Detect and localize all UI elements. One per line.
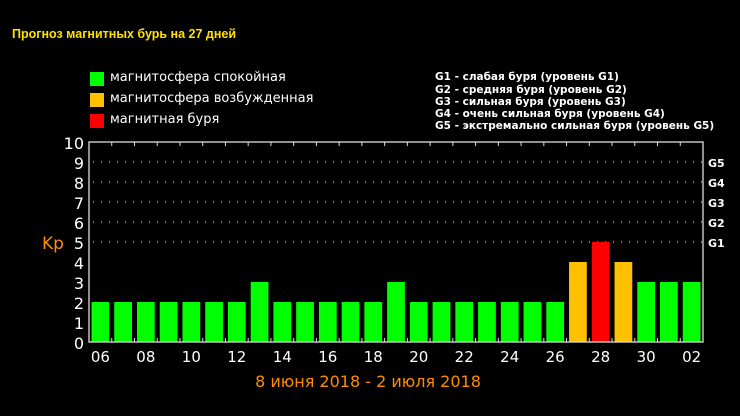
y-tick-label: 6 — [74, 214, 84, 233]
bar-09 — [159, 302, 178, 342]
bar-25 — [523, 302, 542, 342]
bar-13 — [250, 282, 269, 342]
bar-20 — [409, 302, 428, 342]
x-tick-label: 26 — [546, 348, 565, 366]
x-tick-label: 28 — [591, 348, 610, 366]
bar-22 — [455, 302, 474, 342]
bar-12 — [227, 302, 246, 342]
x-tick-label: 10 — [182, 348, 201, 366]
x-axis-label: 8 июня 2018 - 2 июля 2018 — [255, 372, 481, 391]
legend-label-quiet: магнитосфера спокойная — [110, 70, 286, 85]
g-level-label: G5 — [708, 157, 725, 170]
bar-06 — [91, 302, 110, 342]
storm-level-g3: G3 - сильная буря (уровень G3) — [435, 96, 626, 108]
bar-11 — [205, 302, 223, 342]
legend-swatch-storm — [90, 114, 104, 128]
chart-title: Прогноз магнитных бурь на 27 дней — [12, 27, 237, 41]
x-tick-label: 20 — [409, 348, 428, 366]
bar-19 — [387, 282, 405, 342]
legend-label-active: магнитосфера возбужденная — [110, 91, 314, 106]
x-tick-label: 12 — [227, 348, 246, 366]
y-tick-label: 0 — [74, 334, 84, 353]
y-tick-label: 4 — [74, 254, 84, 273]
bar-30 — [637, 282, 656, 342]
bar-21 — [432, 302, 451, 342]
g-level-label: G4 — [708, 177, 725, 190]
g-level-label: G2 — [708, 217, 725, 230]
y-tick-label: 1 — [74, 314, 84, 333]
legend-swatch-quiet — [90, 72, 104, 86]
bar-26 — [546, 302, 565, 342]
bar-23 — [478, 302, 496, 342]
bar-14 — [273, 302, 292, 342]
bar-28 — [591, 242, 610, 342]
y-tick-label: 3 — [74, 274, 84, 293]
bar-24 — [500, 302, 519, 342]
y-tick-label: 7 — [74, 194, 84, 213]
bar-29 — [614, 262, 633, 342]
storm-level-g1: G1 - слабая буря (уровень G1) — [435, 71, 619, 83]
bar-02 — [682, 282, 701, 342]
x-tick-label: 18 — [364, 348, 383, 366]
bar-27 — [569, 262, 587, 342]
bar-10 — [182, 302, 201, 342]
x-tick-label: 24 — [500, 348, 519, 366]
y-tick-label: 10 — [64, 134, 84, 153]
bar-16 — [318, 302, 337, 342]
bar-01 — [660, 282, 678, 342]
bar-15 — [296, 302, 314, 342]
bar-18 — [364, 302, 383, 342]
y-tick-label: 9 — [74, 154, 84, 173]
storm-level-g5: G5 - экстремально сильная буря (уровень … — [435, 120, 715, 132]
x-tick-label: 30 — [637, 348, 656, 366]
storm-level-g4: G4 - очень сильная буря (уровень G4) — [435, 108, 665, 120]
g-level-label: G3 — [708, 197, 725, 210]
bar-08 — [136, 302, 155, 342]
storm-level-g2: G2 - средняя буря (уровень G2) — [435, 84, 627, 96]
x-tick-label: 02 — [682, 348, 701, 366]
x-tick-label: 06 — [91, 348, 110, 366]
bar-17 — [341, 302, 360, 342]
g-level-label: G1 — [708, 237, 725, 250]
x-tick-label: 14 — [273, 348, 292, 366]
legend-label-storm: магнитная буря — [110, 112, 220, 127]
x-tick-label: 16 — [318, 348, 337, 366]
x-tick-label: 08 — [136, 348, 155, 366]
bar-07 — [114, 302, 132, 342]
y-axis-label: Kp — [42, 234, 64, 254]
legend-swatch-active — [90, 93, 104, 107]
plot-frame — [88, 141, 704, 343]
y-tick-label: 8 — [74, 174, 84, 193]
y-tick-label: 5 — [74, 234, 84, 253]
x-tick-label: 22 — [455, 348, 474, 366]
y-tick-label: 2 — [74, 294, 84, 313]
